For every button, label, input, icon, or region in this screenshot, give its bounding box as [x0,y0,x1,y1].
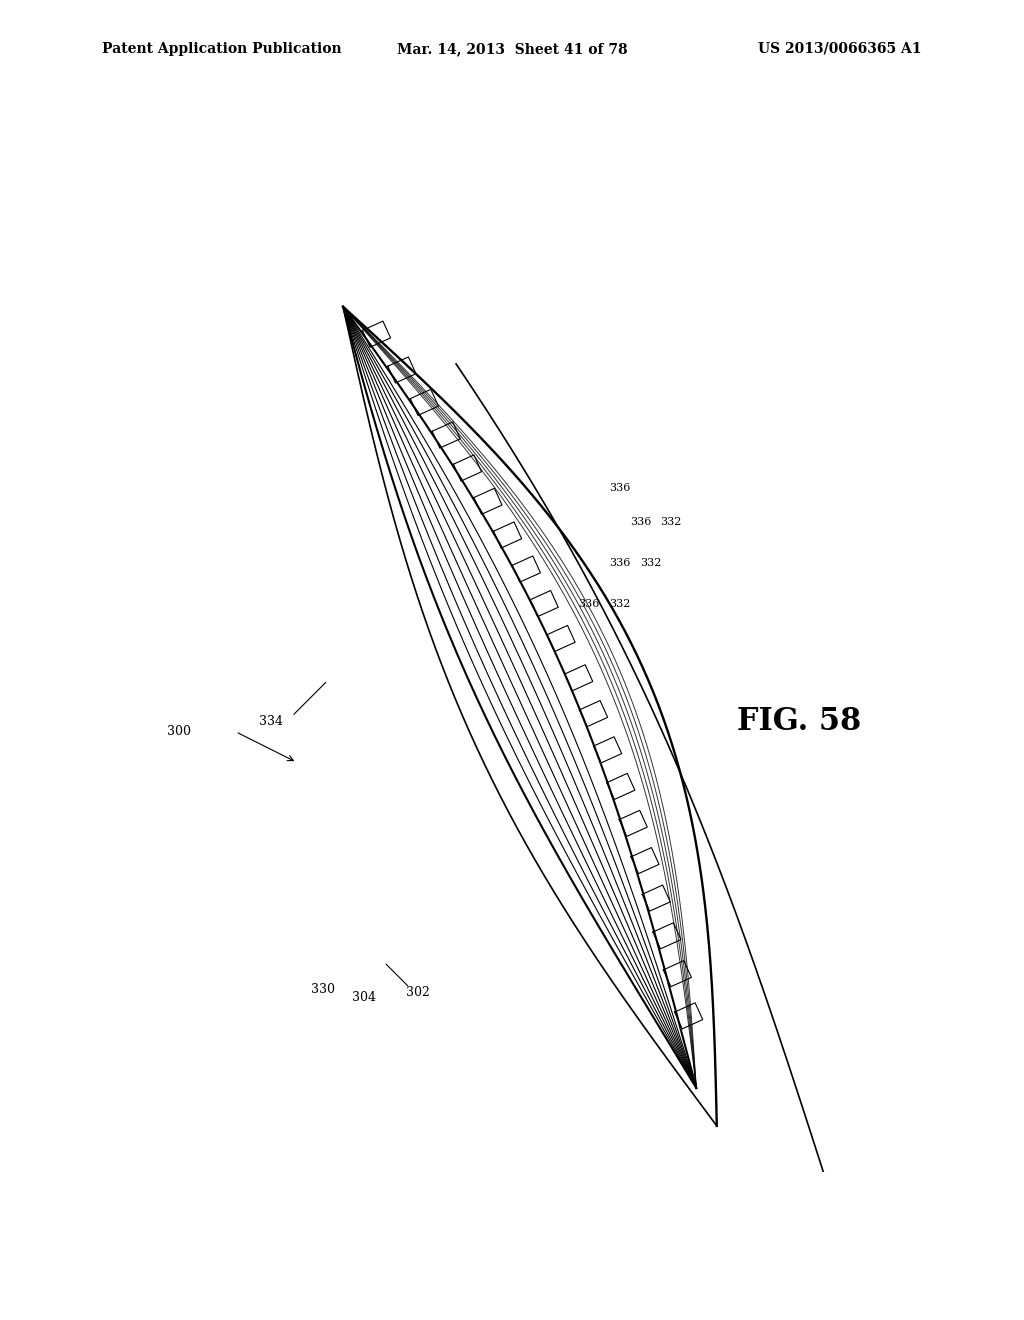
Text: 336: 336 [630,516,651,527]
Text: 336: 336 [609,558,631,568]
Text: 336: 336 [579,599,600,609]
Text: Patent Application Publication: Patent Application Publication [102,42,342,55]
Text: 330: 330 [310,983,335,997]
Text: 304: 304 [351,991,376,1005]
Text: FIG. 58: FIG. 58 [736,706,861,737]
Text: 334: 334 [259,715,284,727]
Text: 302: 302 [406,986,430,999]
Text: 332: 332 [640,558,662,568]
Text: US 2013/0066365 A1: US 2013/0066365 A1 [758,42,922,55]
Text: 332: 332 [609,599,631,609]
Text: 300: 300 [167,725,191,738]
Text: 336: 336 [609,483,631,492]
Text: 332: 332 [660,516,682,527]
Text: Mar. 14, 2013  Sheet 41 of 78: Mar. 14, 2013 Sheet 41 of 78 [396,42,628,55]
